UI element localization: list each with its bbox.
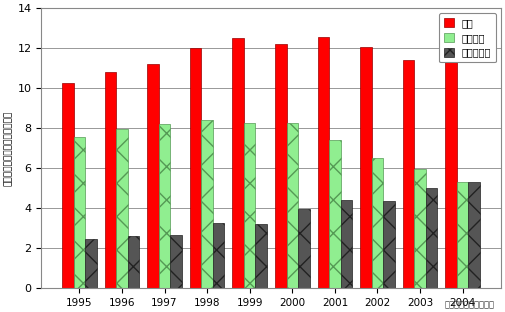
Bar	[426, 188, 437, 288]
Bar	[457, 182, 469, 288]
Bar	[232, 38, 244, 288]
Bar	[372, 158, 383, 288]
Bar	[85, 239, 96, 288]
Bar	[170, 235, 182, 288]
Bar	[383, 201, 395, 288]
Bar	[190, 48, 201, 288]
Y-axis label: 乗用車新車販売台数（百万台）: 乗用車新車販売台数（百万台）	[4, 110, 13, 186]
Bar	[159, 124, 170, 288]
Bar	[341, 200, 352, 288]
Bar	[445, 58, 457, 288]
Bar	[74, 137, 85, 288]
Bar	[298, 209, 310, 288]
Bar	[360, 47, 372, 288]
Bar	[147, 64, 159, 288]
Bar	[403, 60, 414, 288]
Bar	[105, 72, 116, 288]
Legend: 合計, ガソリン, ディーゼル: 合計, ガソリン, ディーゼル	[439, 13, 496, 62]
Bar	[318, 37, 329, 288]
Bar	[128, 236, 139, 288]
Bar	[469, 182, 480, 288]
Bar	[414, 169, 426, 288]
Bar	[62, 83, 74, 288]
Bar	[244, 123, 256, 288]
Bar	[286, 123, 298, 288]
Text: 出典：欧州委員会資料: 出典：欧州委員会資料	[445, 300, 495, 309]
Bar	[116, 129, 128, 288]
Bar	[329, 140, 341, 288]
Bar	[256, 224, 267, 288]
Bar	[201, 120, 213, 288]
Bar	[275, 44, 286, 288]
Bar	[213, 223, 224, 288]
